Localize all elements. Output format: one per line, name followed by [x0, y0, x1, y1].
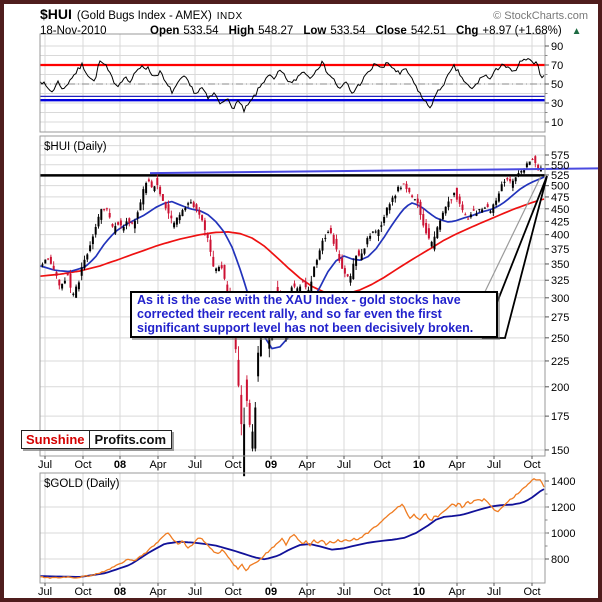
svg-text:575: 575 — [551, 150, 569, 162]
svg-text:250: 250 — [551, 333, 569, 345]
svg-text:Jul: Jul — [337, 586, 351, 598]
svg-text:08: 08 — [114, 586, 126, 598]
logo-profits: Profits.com — [94, 432, 167, 447]
svg-text:Oct: Oct — [224, 459, 241, 471]
svg-text:1400: 1400 — [551, 476, 575, 488]
quote-change: Chg +8.97 (+1.68%) — [456, 25, 562, 37]
annotation-line: significant support level has not been d… — [137, 320, 474, 335]
svg-text:Apr: Apr — [448, 459, 465, 471]
quote-row: 18-Nov-2010 Open 533.54 High 548.27 Low 533… — [40, 25, 588, 37]
svg-text:500: 500 — [551, 181, 569, 193]
svg-text:550: 550 — [551, 160, 569, 172]
svg-text:Apr: Apr — [149, 586, 166, 598]
svg-text:10: 10 — [413, 586, 425, 598]
svg-text:800: 800 — [551, 554, 569, 566]
svg-text:Jul: Jul — [487, 586, 501, 598]
svg-text:50: 50 — [551, 79, 563, 91]
svg-text:Oct: Oct — [523, 459, 540, 471]
sunshine-profits-logo[interactable]: Sunshine Profits.com — [21, 430, 173, 449]
hui-panel-title: $HUI (Daily) — [44, 141, 107, 153]
svg-text:Oct: Oct — [373, 586, 390, 598]
change-up-arrow-icon: ▲ — [571, 26, 582, 37]
svg-text:300: 300 — [551, 293, 569, 305]
svg-text:90: 90 — [551, 41, 563, 53]
quote-high: High 548.27 — [228, 25, 294, 37]
svg-text:Jul: Jul — [38, 586, 52, 598]
quote-low: Low 533.54 — [303, 25, 366, 37]
svg-text:Jul: Jul — [188, 586, 202, 598]
svg-text:09: 09 — [265, 459, 277, 471]
svg-text:Jul: Jul — [337, 459, 351, 471]
x-axis-labels-main: Jul Oct 08 Apr Jul Oct 09 Apr Jul Oct 10 Apr Jul Oct — [38, 459, 541, 471]
annotation-callout: As it is the case with the XAU Index - g… — [130, 291, 498, 339]
svg-text:Jul: Jul — [188, 459, 202, 471]
svg-text:09: 09 — [265, 586, 277, 598]
annotation-line: As it is the case with the XAU Index - g… — [137, 293, 461, 307]
svg-text:425: 425 — [551, 216, 569, 228]
svg-text:Oct: Oct — [373, 459, 390, 471]
ticker-type: INDX — [216, 11, 243, 22]
svg-text:275: 275 — [551, 312, 569, 324]
svg-text:Apr: Apr — [298, 459, 315, 471]
svg-text:525: 525 — [551, 170, 569, 182]
svg-text:450: 450 — [551, 204, 569, 216]
svg-text:Apr: Apr — [298, 586, 315, 598]
svg-text:Oct: Oct — [224, 586, 241, 598]
rsi-panel: 90 70 50 30 10 — [39, 33, 563, 133]
price-candles — [41, 155, 542, 477]
gold-panel: 1400 1200 1000 800 — [39, 472, 575, 586]
svg-text:08: 08 — [114, 459, 126, 471]
svg-text:400: 400 — [551, 230, 569, 242]
quote-open: Open 533.54 — [150, 25, 219, 37]
quote-date: 18-Nov-2010 — [40, 25, 107, 37]
svg-text:Oct: Oct — [523, 586, 540, 598]
annotation-line: corrected their recent rally, and so far… — [137, 306, 442, 321]
svg-text:Oct: Oct — [74, 459, 91, 471]
quote-close: Close 542.51 — [375, 25, 447, 37]
svg-text:350: 350 — [551, 259, 569, 271]
svg-text:10: 10 — [413, 459, 425, 471]
svg-text:Apr: Apr — [448, 586, 465, 598]
gold-panel-title: $GOLD (Daily) — [44, 478, 120, 490]
svg-text:Oct: Oct — [74, 586, 91, 598]
svg-text:Apr: Apr — [149, 459, 166, 471]
logo-sunshine: Sunshine — [22, 431, 90, 448]
chart-header: $HUI (Gold Bugs Index - AMEX) INDX © Sto… — [40, 6, 588, 37]
stockcharts-credit: © StockCharts.com — [493, 10, 588, 22]
svg-text:200: 200 — [551, 382, 569, 394]
svg-text:70: 70 — [551, 60, 563, 72]
svg-text:1200: 1200 — [551, 502, 575, 514]
svg-text:475: 475 — [551, 192, 569, 204]
svg-text:375: 375 — [551, 244, 569, 256]
svg-text:Jul: Jul — [487, 459, 501, 471]
svg-text:325: 325 — [551, 275, 569, 287]
svg-text:10: 10 — [551, 117, 563, 129]
svg-text:30: 30 — [551, 98, 563, 110]
x-axis-labels-gold: Jul Oct 08 Apr Jul Oct 09 Apr Jul Oct 10 Apr Jul Oct — [38, 586, 541, 598]
svg-text:225: 225 — [551, 356, 569, 368]
svg-text:175: 175 — [551, 411, 569, 423]
ticker-name: (Gold Bugs Index - AMEX) — [76, 10, 212, 22]
resistance-line — [149, 167, 599, 175]
title-row: $HUI (Gold Bugs Index - AMEX) INDX © Sto… — [40, 6, 588, 22]
ticker-symbol: $HUI — [40, 6, 72, 22]
svg-text:Jul: Jul — [38, 459, 52, 471]
svg-text:150: 150 — [551, 445, 569, 457]
svg-text:1000: 1000 — [551, 528, 575, 540]
